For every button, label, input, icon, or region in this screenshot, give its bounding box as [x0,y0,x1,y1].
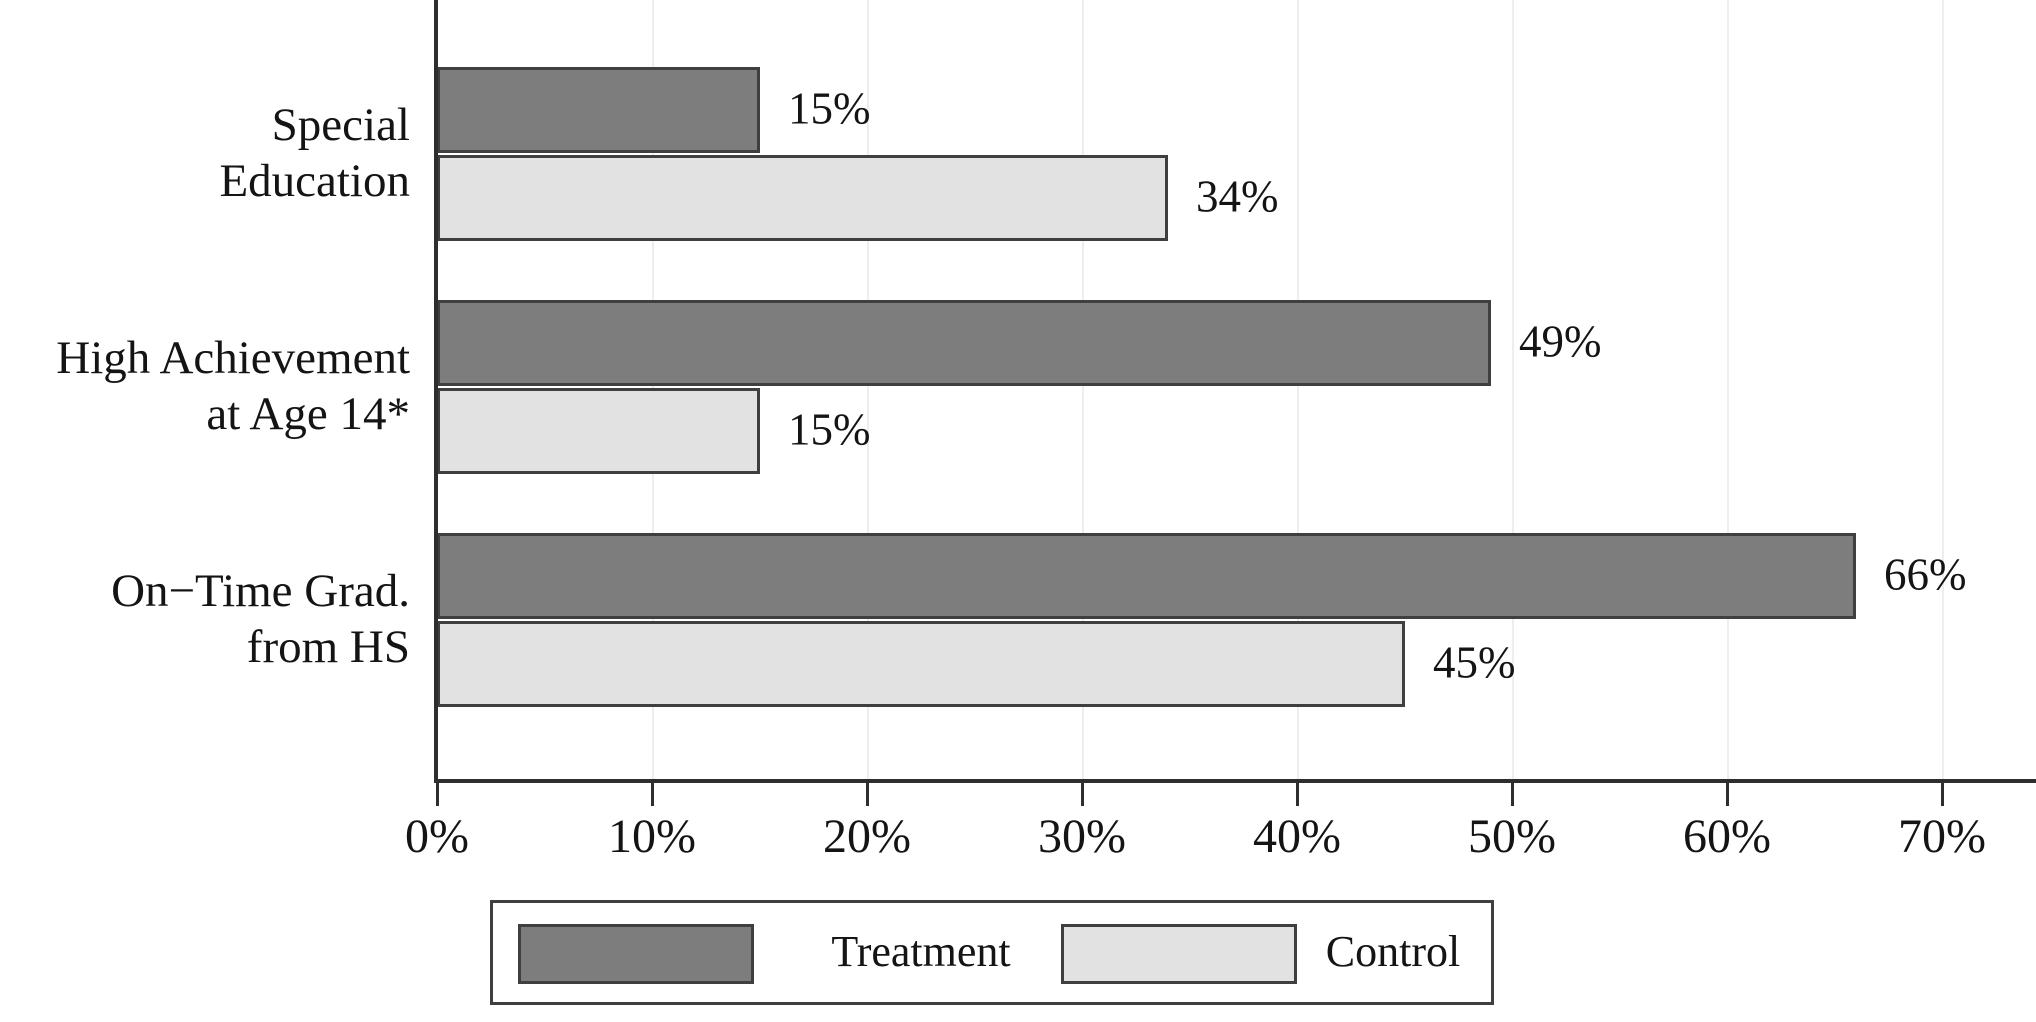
x-tick-30pct [1081,781,1084,806]
bar-treatment-on-time-grad-from-hs [437,533,1856,619]
x-tick-label-50pct: 50% [1468,810,1556,863]
value-label-treatment-special-education: 15% [788,83,871,134]
x-tick-70pct [1941,781,1944,806]
legend-swatch-treatment [518,924,754,984]
gridline-50pct [1512,0,1514,779]
bar-treatment-high-achievement-at-age-14 [437,300,1491,386]
value-label-control-high-achievement-at-age-14: 15% [788,404,871,455]
x-tick-label-20pct: 20% [823,810,911,863]
category-label-high-achievement-at-age-14: High Achievement at Age 14* [56,332,410,440]
value-label-treatment-high-achievement-at-age-14: 49% [1519,316,1602,367]
bar-control-on-time-grad-from-hs [437,621,1405,707]
gridline-70pct [1942,0,1944,779]
x-tick-label-70pct: 70% [1898,810,1986,863]
x-tick-20pct [866,781,869,806]
category-label-on-time-grad-from-hs: On−Time Grad. from HS [111,565,410,673]
x-tick-label-40pct: 40% [1253,810,1341,863]
x-axis-line [434,779,2036,783]
x-tick-label-0pct: 0% [405,810,469,863]
y-axis-line [434,0,438,783]
x-tick-60pct [1726,781,1729,806]
x-tick-0pct [436,781,439,806]
value-label-control-special-education: 34% [1196,171,1279,222]
legend-label-treatment: Treatment [831,926,1011,976]
x-tick-40pct [1296,781,1299,806]
value-label-treatment-on-time-grad-from-hs: 66% [1884,549,1967,600]
gridline-30pct [1082,0,1084,779]
gridline-60pct [1727,0,1729,779]
gridline-20pct [867,0,869,779]
bar-treatment-special-education [437,67,760,153]
gridline-40pct [1297,0,1299,779]
value-label-control-on-time-grad-from-hs: 45% [1433,637,1516,688]
bar-control-special-education [437,155,1168,241]
legend-swatch-control [1061,924,1297,984]
legend-box: Treatment Control [490,900,1494,1005]
bar-control-high-achievement-at-age-14 [437,388,760,474]
legend-label-control: Control [1325,926,1461,976]
x-tick-label-10pct: 10% [608,810,696,863]
x-tick-10pct [651,781,654,806]
x-tick-label-60pct: 60% [1683,810,1771,863]
x-tick-label-30pct: 30% [1038,810,1126,863]
category-label-special-education: Special Education [219,99,410,207]
x-tick-50pct [1511,781,1514,806]
